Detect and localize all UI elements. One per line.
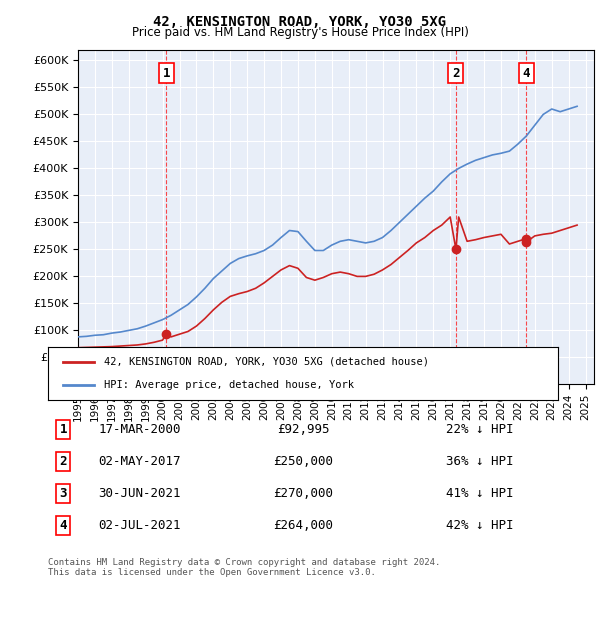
Text: 42% ↓ HPI: 42% ↓ HPI [446, 519, 513, 532]
Text: 3: 3 [59, 487, 67, 500]
Text: 42, KENSINGTON ROAD, YORK, YO30 5XG (detached house): 42, KENSINGTON ROAD, YORK, YO30 5XG (det… [104, 357, 429, 367]
Text: 22% ↓ HPI: 22% ↓ HPI [446, 423, 513, 436]
Text: £270,000: £270,000 [273, 487, 333, 500]
Text: 02-JUL-2021: 02-JUL-2021 [98, 519, 181, 532]
Text: HPI: Average price, detached house, York: HPI: Average price, detached house, York [104, 380, 354, 390]
Text: 42, KENSINGTON ROAD, YORK, YO30 5XG: 42, KENSINGTON ROAD, YORK, YO30 5XG [154, 16, 446, 30]
Text: 4: 4 [59, 519, 67, 532]
Text: 1: 1 [59, 423, 67, 436]
Text: 36% ↓ HPI: 36% ↓ HPI [446, 455, 513, 467]
Text: £250,000: £250,000 [273, 455, 333, 467]
Text: £264,000: £264,000 [273, 519, 333, 532]
Text: 02-MAY-2017: 02-MAY-2017 [98, 455, 181, 467]
Text: 1: 1 [163, 66, 170, 79]
Text: 2: 2 [452, 66, 460, 79]
Text: Contains HM Land Registry data © Crown copyright and database right 2024.
This d: Contains HM Land Registry data © Crown c… [48, 558, 440, 577]
Text: 4: 4 [523, 66, 530, 79]
Text: 30-JUN-2021: 30-JUN-2021 [98, 487, 181, 500]
Text: 2: 2 [59, 455, 67, 467]
Text: £92,995: £92,995 [277, 423, 329, 436]
Text: 41% ↓ HPI: 41% ↓ HPI [446, 487, 513, 500]
Text: Price paid vs. HM Land Registry's House Price Index (HPI): Price paid vs. HM Land Registry's House … [131, 26, 469, 39]
Text: 17-MAR-2000: 17-MAR-2000 [98, 423, 181, 436]
